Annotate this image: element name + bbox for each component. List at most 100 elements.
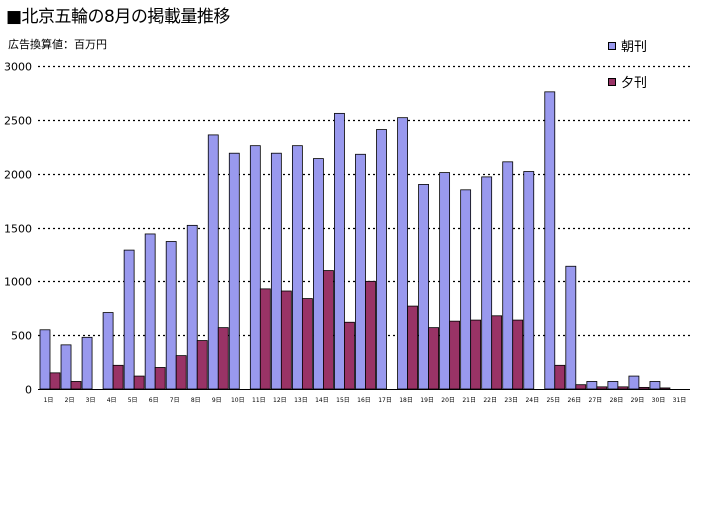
x-tick-label: 15日 (336, 397, 350, 404)
bar-evening (196, 340, 208, 390)
bar-evening (280, 290, 292, 390)
legend-label-morning: 朝刊 (621, 40, 648, 55)
bar-morning (460, 189, 472, 390)
bar-morning (313, 158, 324, 390)
bar-morning (439, 172, 451, 390)
x-tick-label: 5日 (128, 397, 138, 404)
y-tick-label: 1000 (4, 276, 32, 289)
x-tick-label: 22日 (483, 397, 497, 404)
bar-morning (544, 91, 556, 390)
bar-evening (70, 381, 82, 390)
bar-morning (418, 184, 429, 390)
x-tick-label: 8日 (191, 397, 201, 404)
x-tick-label: 9日 (212, 397, 222, 404)
legend-label-evening: 夕刊 (621, 76, 648, 91)
x-tick-label: 7日 (170, 397, 180, 404)
x-tick-label: 12日 (273, 397, 287, 404)
y-tick-label: 2000 (4, 169, 32, 182)
x-tick-label: 30日 (652, 397, 666, 404)
bar-evening (512, 319, 524, 390)
bar-evening (491, 315, 503, 390)
x-tick-label: 24日 (525, 397, 539, 404)
bar-evening (596, 386, 608, 390)
y-tick-label: 3000 (4, 61, 32, 74)
bar-morning (228, 152, 240, 390)
bars (39, 91, 671, 390)
legend-item-morning: 朝刊 (608, 36, 647, 55)
x-tick-label: 31日 (673, 397, 687, 404)
chart-title: ■北京五輪の8月の掲載量推移 (6, 7, 230, 27)
x-tick-label: 14日 (315, 397, 329, 404)
bar-morning (39, 329, 51, 390)
bar-evening (470, 319, 482, 390)
bar-morning (628, 375, 640, 390)
x-tick-label: 2日 (65, 397, 75, 404)
legend-swatch-morning (608, 41, 616, 50)
x-tick-label: 23日 (504, 397, 518, 404)
bar-evening (301, 298, 313, 390)
bar-evening (133, 375, 145, 390)
bar-morning (249, 145, 261, 390)
bar-morning (586, 381, 598, 390)
bar-evening (344, 321, 355, 390)
bar-morning (60, 344, 72, 390)
bar-morning (376, 129, 387, 390)
bar-evening (154, 367, 166, 390)
unit-label: 広告換算値：百万円 (8, 38, 107, 51)
x-tick-label: 27日 (589, 397, 603, 404)
bar-morning (649, 381, 661, 390)
legend-item-evening: 夕刊 (608, 72, 647, 91)
legend-swatch-evening (608, 77, 616, 86)
x-tick-label: 16日 (357, 397, 371, 404)
y-tick-label: 1500 (4, 223, 32, 236)
x-tick-label: 10日 (231, 397, 245, 404)
x-tick-label: 25日 (546, 397, 560, 404)
bar-morning (334, 112, 345, 390)
x-tick-label: 26日 (568, 397, 582, 404)
bar-evening (575, 384, 587, 390)
bar-morning (207, 134, 219, 390)
y-axis-ticks: 0 500 1000 1500 2000 2500 3000 (4, 61, 32, 397)
bar-morning (481, 176, 493, 390)
y-tick-label: 500 (11, 330, 32, 343)
bar-evening (112, 364, 124, 390)
bar-evening (449, 320, 461, 390)
bar-evening (428, 327, 439, 390)
x-tick-label: 18日 (399, 397, 413, 404)
y-tick-label: 0 (25, 384, 32, 397)
bar-morning (270, 152, 282, 390)
x-axis-ticks: 1日 2日 3日 4日 5日 6日 7日 8日 9日 10日 11日 12日 13日 14日 15日 16日 1… (44, 397, 687, 404)
bar-morning (123, 249, 135, 390)
bar-evening (217, 327, 229, 390)
x-tick-label: 29日 (631, 397, 645, 404)
x-tick-label: 13日 (294, 397, 308, 404)
bar-evening (365, 280, 376, 390)
bar-evening (323, 270, 334, 390)
bar-morning (565, 265, 577, 390)
bar-morning (186, 224, 198, 390)
bar-evening (638, 386, 650, 390)
bar-morning (165, 241, 177, 390)
bar-evening (49, 372, 61, 390)
bar-morning (355, 153, 366, 390)
bar-evening (659, 387, 671, 390)
x-tick-label: 21日 (462, 397, 476, 404)
bar-morning (144, 233, 156, 390)
bar-morning (523, 171, 535, 390)
bar-morning (102, 312, 114, 390)
x-tick-label: 20日 (441, 397, 455, 404)
bar-morning (397, 117, 408, 390)
y-tick-label: 2500 (4, 115, 32, 128)
bar-morning (291, 145, 303, 390)
bar-evening (407, 305, 418, 390)
bar-evening (175, 355, 187, 390)
bar-morning (607, 381, 619, 390)
x-tick-label: 6日 (149, 397, 159, 404)
x-tick-label: 17日 (378, 397, 392, 404)
bar-evening (259, 288, 271, 390)
x-tick-label: 3日 (86, 397, 96, 404)
x-tick-label: 19日 (420, 397, 434, 404)
x-tick-label: 4日 (107, 397, 117, 404)
bar-morning (502, 161, 514, 390)
bar-evening (617, 386, 629, 390)
